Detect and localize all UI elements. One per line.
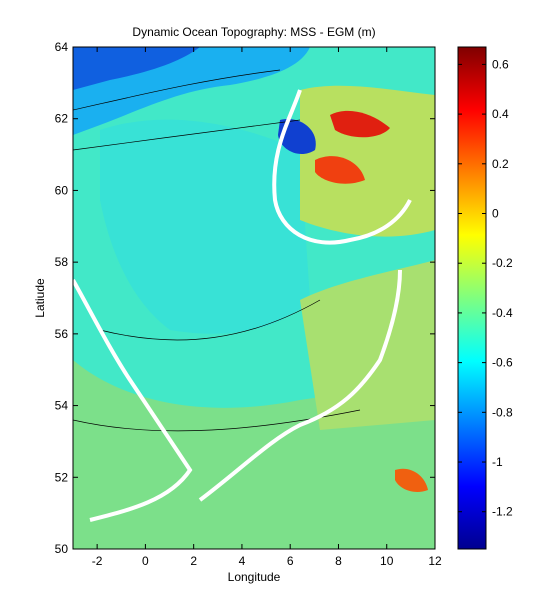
region-deep-northwest [73, 47, 200, 90]
y-tick-label: 52 [55, 470, 69, 484]
colorbar-tick-label: -0.4 [492, 306, 513, 320]
y-tick-label: 60 [55, 183, 69, 197]
contour-line-b [73, 119, 301, 151]
x-axis-label: Longitude [228, 570, 281, 584]
colorbar-tick-label: 0.6 [492, 57, 509, 71]
coastline-continent [198, 269, 402, 502]
x-tick-label: 6 [287, 554, 294, 568]
colorbar-ticks: 0.6 0.4 0.2 0 -0.2 -0.4 -0.6 -0.8 -1 -1.2 [458, 57, 513, 519]
y-tick-label: 58 [55, 255, 69, 269]
y-tick-label: 50 [55, 542, 69, 556]
anomaly-orange [395, 468, 428, 492]
colorbar: 0.6 0.4 0.2 0 -0.2 -0.4 -0.6 -0.8 -1 -1.2 [457, 46, 513, 550]
contour-line-a [73, 69, 281, 111]
x-tick-label: 8 [335, 554, 342, 568]
anomaly-red-2 [315, 156, 365, 184]
colorbar-gradient [457, 46, 487, 550]
y-tick-label: 62 [55, 112, 69, 126]
chart-title: Dynamic Ocean Topography: MSS - EGM (m) [132, 25, 375, 39]
y-tick-label: 64 [55, 40, 69, 54]
colorbar-tick-label: -0.6 [492, 356, 513, 370]
coastline-uk [73, 279, 193, 522]
plot-frame [72, 46, 436, 550]
region-danish-waters [300, 260, 435, 430]
colorbar-tick-label: -0.2 [492, 256, 513, 270]
contour-line-c [99, 299, 321, 341]
colorbar-tick-label: -0.8 [492, 405, 513, 419]
y-axis-label: Latiude [33, 278, 47, 318]
region-central-sea [100, 119, 310, 334]
colorbar-tick-label: 0.2 [492, 157, 509, 171]
x-tick-label: 0 [142, 554, 149, 568]
colorbar-tick-label: 0 [492, 207, 499, 221]
x-tick-label: 2 [190, 554, 197, 568]
y-tick-label: 54 [55, 399, 69, 413]
x-tick-label: -2 [92, 554, 103, 568]
colorbar-tick-label: -1.2 [492, 505, 513, 519]
y-tick-label: 56 [55, 327, 69, 341]
x-tick-label: 10 [380, 554, 394, 568]
chart-axes: -2 0 2 4 6 8 10 12 50 52 54 56 58 60 62 64 Longitude Lati… [33, 40, 442, 584]
x-tick-label: 12 [428, 554, 442, 568]
anomaly-red-1 [330, 110, 390, 138]
coastline-norway [272, 89, 412, 245]
map-panel [73, 47, 435, 549]
x-tick-label: 4 [239, 554, 246, 568]
colorbar-tick-label: -1 [492, 455, 503, 469]
colorbar-tick-label: 0.4 [492, 107, 509, 121]
